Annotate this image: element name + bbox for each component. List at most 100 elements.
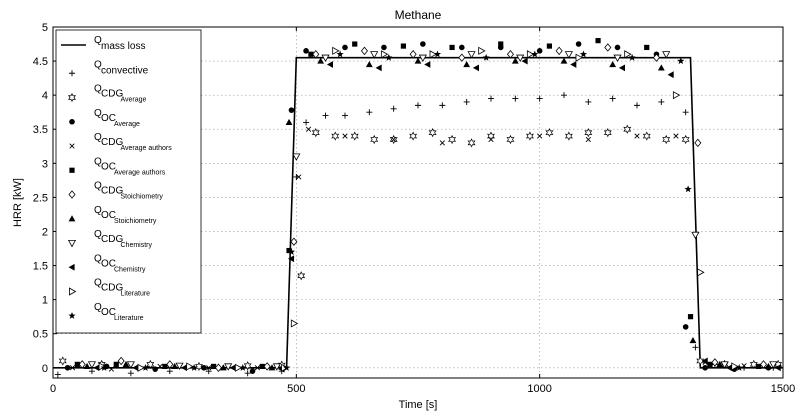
data-point (696, 356, 705, 366)
data-point (418, 54, 427, 62)
legend-sub2-label: Stoichiometry (114, 218, 157, 225)
data-point (498, 41, 504, 47)
data-point (584, 128, 593, 138)
data-point (175, 362, 184, 371)
legend-sub-label: convective (101, 65, 149, 76)
data-point (564, 131, 573, 141)
data-point (725, 364, 733, 372)
x-axis-label: Time [s] (399, 399, 438, 411)
legend-marker (68, 215, 76, 222)
data-point (487, 131, 495, 141)
data-point (720, 361, 729, 369)
data-point (141, 363, 150, 371)
legend-marker (69, 118, 75, 125)
data-point (652, 53, 660, 62)
x-tick-label: 500 (287, 383, 305, 395)
legend-marker (69, 143, 75, 149)
data-point (433, 50, 442, 58)
plot-area (52, 26, 784, 379)
legend-marker (69, 167, 75, 173)
legend-q-label: Q (94, 59, 102, 70)
data-point (472, 64, 479, 72)
data-point (64, 364, 71, 371)
legend-sub2-label: Chemistry (121, 242, 153, 249)
y-tick-label: 1 (42, 295, 48, 307)
data-point (157, 363, 163, 370)
legend-marker (68, 190, 76, 199)
data-point (186, 362, 194, 371)
data-point (609, 95, 616, 102)
data-point (488, 95, 494, 102)
data-point (370, 134, 379, 145)
data-point (286, 247, 292, 254)
legend-marker (68, 311, 76, 319)
data-point (536, 48, 543, 54)
data-point (634, 133, 640, 139)
data-point (614, 44, 621, 51)
data-point (100, 363, 108, 371)
legend-marker (69, 287, 77, 296)
data-point (290, 237, 298, 246)
data-point (391, 136, 397, 143)
data-point (205, 368, 212, 375)
data-point (642, 131, 651, 141)
data-point (414, 57, 422, 64)
data-point (749, 359, 758, 369)
y-tick-label: 5 (42, 22, 48, 34)
legend-sub-label: OC (101, 210, 116, 221)
series-5 (69, 126, 747, 372)
data-point (585, 136, 591, 143)
data-point (303, 48, 309, 54)
data-point (375, 64, 382, 72)
data-point (268, 364, 276, 371)
data-point (488, 136, 494, 143)
data-point (108, 366, 115, 372)
data-point (482, 53, 490, 61)
data-point (243, 361, 252, 371)
data-point (689, 337, 697, 344)
legend-sub-label: CDG (101, 234, 123, 245)
data-point (564, 51, 573, 59)
data-point (88, 368, 95, 375)
series-8 (83, 57, 772, 371)
data-point (409, 50, 417, 59)
data-point (137, 363, 145, 372)
data-point (390, 105, 397, 112)
data-point (624, 50, 632, 59)
y-tick-label: 0.5 (33, 329, 48, 341)
data-point (681, 134, 690, 145)
data-point (93, 364, 100, 372)
data-point (658, 98, 665, 105)
data-point (692, 344, 699, 351)
legend-q-label: Q (94, 35, 102, 46)
y-axis-label: HRR [kW] (12, 178, 24, 227)
data-point (321, 54, 330, 62)
data-point (735, 363, 743, 371)
data-point (132, 364, 139, 372)
data-point (126, 361, 135, 369)
data-point (545, 128, 554, 138)
chart-title: Methane (395, 8, 442, 22)
data-point (420, 41, 426, 47)
legend-sub2-label: Chemistry (114, 266, 146, 273)
data-point (342, 112, 348, 119)
data-point (290, 319, 299, 328)
data-point (285, 118, 293, 126)
data-point (312, 50, 320, 59)
data-point (769, 361, 778, 369)
legend-q-label: Q (94, 108, 102, 119)
data-point (305, 126, 312, 132)
legend-sub2-label: Literature (121, 291, 151, 298)
data-point (127, 370, 134, 377)
data-point (152, 366, 158, 372)
data-point (521, 57, 528, 65)
data-point (506, 50, 514, 59)
data-point (561, 92, 567, 99)
data-point (311, 128, 320, 138)
data-point (628, 53, 636, 61)
series-9 (87, 51, 778, 371)
data-point (239, 363, 247, 371)
data-point (190, 363, 198, 371)
data-point (201, 364, 207, 371)
data-point (326, 61, 333, 68)
